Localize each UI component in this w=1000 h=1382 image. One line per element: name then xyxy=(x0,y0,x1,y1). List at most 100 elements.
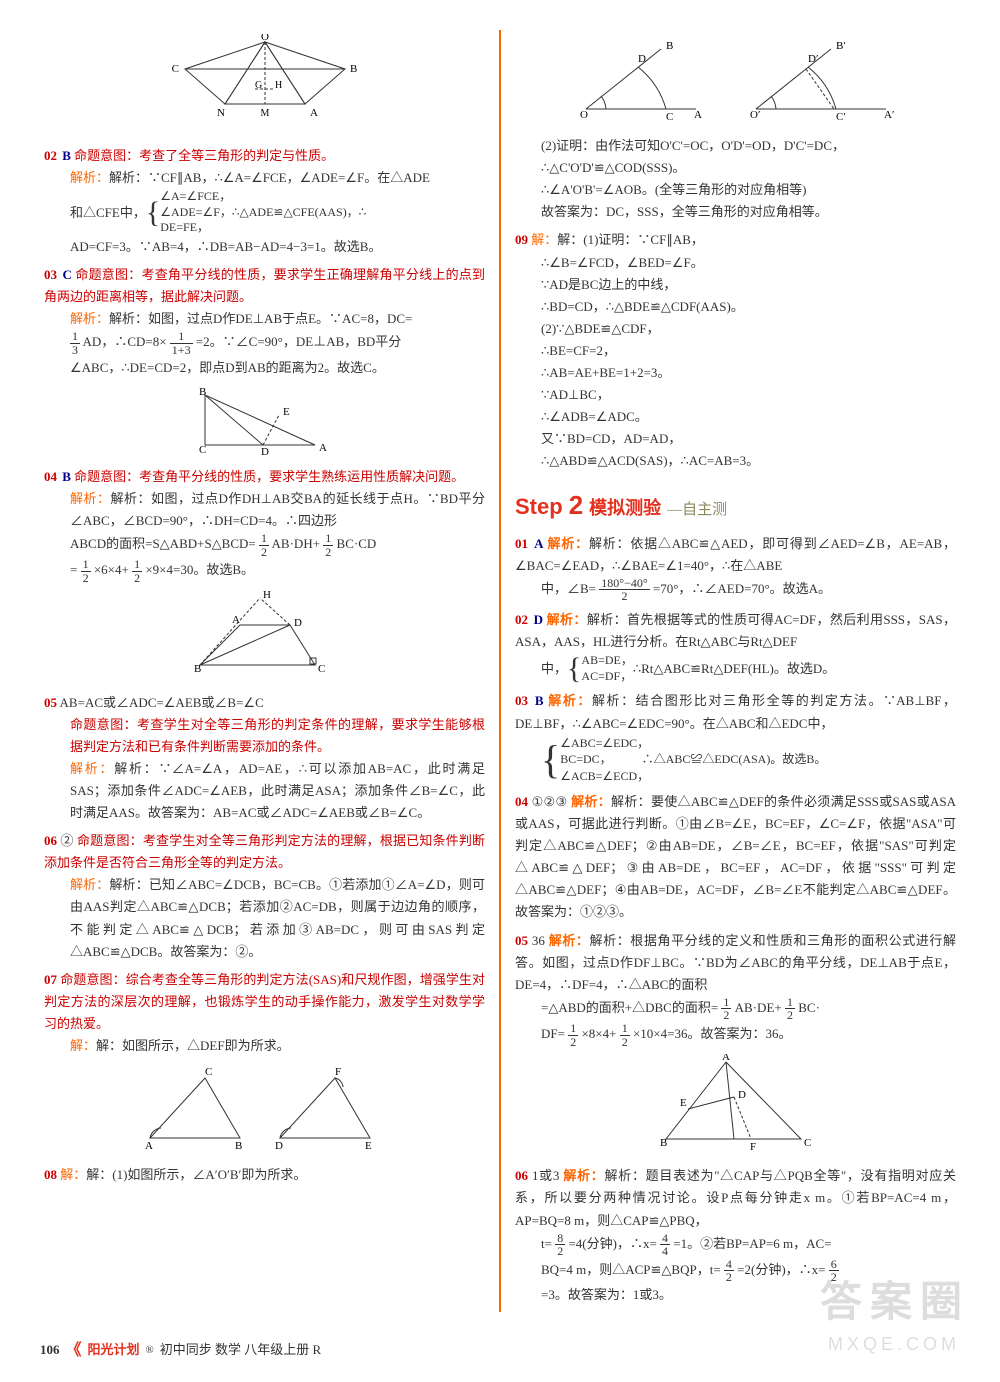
rq06-ans: 1或3 xyxy=(532,1168,559,1183)
svg-text:H: H xyxy=(275,80,282,91)
rq06-num: 06 xyxy=(515,1168,528,1183)
analysis-orange-5: 解析： xyxy=(549,933,590,948)
rq01-frac: 180°−40°2 xyxy=(599,577,649,603)
svg-text:H: H xyxy=(263,590,271,601)
q05-ans: AB=AC或∠ADC=∠AEB或∠B=∠C xyxy=(60,695,264,710)
q04: 04 B 命题意图：考查角平分线的性质，要求学生熟练运用性质解决问题。 解析：解… xyxy=(44,466,485,585)
rq05-l2a: =△ABD的面积+△DBC的面积= xyxy=(541,1000,718,1015)
rq05-f1: 12 xyxy=(721,996,731,1022)
q09-l2: ∴∠B=∠FCD，∠BED=∠F。 xyxy=(541,252,956,274)
rq06-f2: 44 xyxy=(660,1232,670,1258)
q03-l2b: =2。∵∠C=90°，DE⊥AB，BD平分 xyxy=(196,335,401,350)
q09-num: 09 xyxy=(515,232,528,247)
q08b: (2)证明：由作法可知O'C'=OC，O'D'=OD，D'C'=DC， ∴△C'… xyxy=(515,135,956,223)
q06-body-wrap: 解析：解析：已知∠ABC=∠DCB，BC=CB。①若添加①∠A=∠D，则可由AA… xyxy=(44,874,485,962)
svg-text:C: C xyxy=(171,63,178,75)
frac-half-4: 12 xyxy=(132,558,142,584)
analysis-orange-2: 解析： xyxy=(547,612,587,627)
rq06-f3: 42 xyxy=(724,1258,734,1284)
svg-text:B: B xyxy=(199,386,206,398)
svg-text:D: D xyxy=(261,446,269,455)
solution-label-9: 解： xyxy=(531,232,557,247)
page-container: O C B N A G H M 02 B 命题意图：考查了全等三角形的判定与性质… xyxy=(30,30,970,1312)
rq01-letter: A xyxy=(534,536,543,551)
rq06-l2a: t= xyxy=(541,1236,552,1251)
svg-text:A: A xyxy=(310,107,318,119)
q03-topic: 命题意图：考查角平分线的性质，要求学生正确理解角平分线上的点到角两边的距离相等，… xyxy=(44,267,485,304)
svg-text:F: F xyxy=(750,1141,756,1153)
brace-icon-3: { xyxy=(541,750,560,770)
svg-text:C: C xyxy=(318,663,325,675)
triangle-bisect: A B C D E F xyxy=(656,1054,816,1154)
svg-text:E: E xyxy=(365,1140,372,1152)
q08-body: 解：(1)如图所示，∠A′O′B′即为所求。 xyxy=(86,1167,306,1182)
reg-mark: ® xyxy=(146,1341,154,1359)
svg-text:C: C xyxy=(205,1066,212,1078)
left-column: O C B N A G H M 02 B 命题意图：考查了全等三角形的判定与性质… xyxy=(30,30,501,1312)
analysis-orange-6: 解析： xyxy=(563,1168,604,1183)
rq04-body: 解析：要使△ABC≌△DEF的条件必须满足SSS或SAS或ASA或AAS，可据此… xyxy=(515,794,956,919)
footer-rest: 初中同步 数学 八年级上册 R xyxy=(160,1339,321,1361)
svg-text:B: B xyxy=(194,663,201,675)
analysis-label-4: 解析： xyxy=(70,491,111,506)
svg-text:B: B xyxy=(235,1140,242,1152)
q02: 02 B 命题意图：考查了全等三角形的判定与性质。 解析：解析：∵CF∥AB，∴… xyxy=(44,145,485,258)
q06: 06 ② 命题意图：考查学生对全等三角形判定方法的理解，根据已知条件判断添加条件… xyxy=(44,830,485,963)
q09-l8: ∵AD⊥BC， xyxy=(541,384,956,406)
q07-topic: 命题意图：综合考查全等三角形的判定方法(SAS)和尺规作图，增强学生对判定方法的… xyxy=(44,972,485,1031)
figure-q01: O C B N A G H M xyxy=(44,34,485,141)
q09-l10: 又∵BD=CD，AD=AD， xyxy=(541,428,956,450)
plan-label: 阳光计划 xyxy=(88,1339,140,1361)
svg-text:A: A xyxy=(694,109,702,121)
rq02: 02 D 解析：解析：首先根据等式的性质可得AC=DF，然后利用SSS，SAS，… xyxy=(515,609,956,684)
svg-text:C: C xyxy=(804,1137,811,1149)
q02-l2: 和△CFE中， xyxy=(70,202,146,224)
svg-text:O: O xyxy=(261,34,269,43)
rq06-l3a: BQ=4 m，则△ACP≌△BQP，t= xyxy=(541,1262,721,1277)
rq04-num: 04 xyxy=(515,794,528,809)
q09-l5: (2)∵△BDE≌△CDF， xyxy=(541,318,956,340)
q04-l2b: AB·DH+ xyxy=(272,536,321,551)
svg-text:G: G xyxy=(255,80,262,91)
rq06-body: t= 82 =4(分钟)，∴x= 44 =1。②若BP=AP=6 m，AC= B… xyxy=(515,1232,956,1306)
rq05-l3a: DF= xyxy=(541,1026,565,1041)
q04-body: 解析：解析：如图，过点D作DH⊥AB交BA的延长线于点H。∵BD平分∠ABC，∠… xyxy=(44,488,485,585)
svg-text:D: D xyxy=(294,617,302,629)
q09-l7: ∴AB=AE+BE=1+2=3。 xyxy=(541,362,956,384)
star-triangle-figure: O C B N A G H M xyxy=(155,34,375,134)
quote-icon: 《 xyxy=(66,1337,82,1364)
q04-l3c: ×9×4=30。故选B。 xyxy=(145,562,254,577)
q09-l4: ∴BD=CD，∴△BDE≌△CDF(AAS)。 xyxy=(541,296,956,318)
analysis-label-5: 解析： xyxy=(70,761,114,776)
q04-l1: 解析：如图，过点D作DH⊥AB交BA的延长线于点H。∵BD平分∠ABC，∠BCD… xyxy=(70,491,485,528)
svg-text:M: M xyxy=(260,108,269,119)
two-angles: OCA DB O′C′A′ D′B′ xyxy=(566,34,906,124)
svg-text:A: A xyxy=(319,442,327,454)
frac-half-3: 12 xyxy=(81,558,91,584)
q07-body: 解：如图所示，△DEF即为所求。 xyxy=(96,1038,290,1053)
rq04: 04 ①②③ 解析：解析：要使△ABC≌△DEF的条件必须满足SSS或SAS或A… xyxy=(515,791,956,924)
q03-letter: C xyxy=(62,267,71,282)
watermark-sub: MXQE.COM xyxy=(828,1329,960,1360)
rq02-letter: D xyxy=(534,612,543,627)
svg-text:C: C xyxy=(666,111,673,123)
rq06: 06 1或3 解析：解析：题目表述为"△CAP与△PQB全等"，没有指明对应关系… xyxy=(515,1165,956,1306)
q08b-l4: 故答案为：DC，SSS，全等三角形的对应角相等。 xyxy=(541,201,956,223)
frac-half-1: 12 xyxy=(259,532,269,558)
rq05-f3: 12 xyxy=(568,1022,578,1048)
rq06-f1: 82 xyxy=(555,1232,565,1258)
figure-q03: B C D A E xyxy=(44,385,485,462)
q09: 09 解：解：(1)证明：∵CF∥AB， ∴∠B=∠FCD，∠BED=∠F。 ∵… xyxy=(515,229,956,472)
rq03: 03 B 解析：解析：结合图形比对三角形全等的判定方法。∵AB⊥BF，DE⊥BF… xyxy=(515,690,956,785)
rq05: 05 36 解析：解析：根据角平分线的定义和性质和三角形的面积公式进行解答。如图… xyxy=(515,930,956,1049)
rq05-f2: 12 xyxy=(785,996,795,1022)
svg-text:O′: O′ xyxy=(750,109,760,121)
solution-label-8: 解： xyxy=(60,1167,86,1182)
svg-text:A: A xyxy=(722,1054,730,1063)
analysis-orange-3: 解析： xyxy=(548,693,592,708)
q06-num: 06 xyxy=(44,833,57,848)
brace-icon-2: { xyxy=(567,661,581,676)
q02-topic: 命题意图：考查了全等三角形的判定与性质。 xyxy=(74,148,334,163)
q02-letter: B xyxy=(62,148,71,163)
q09-l3: ∵AD是BC边上的中线， xyxy=(541,274,956,296)
